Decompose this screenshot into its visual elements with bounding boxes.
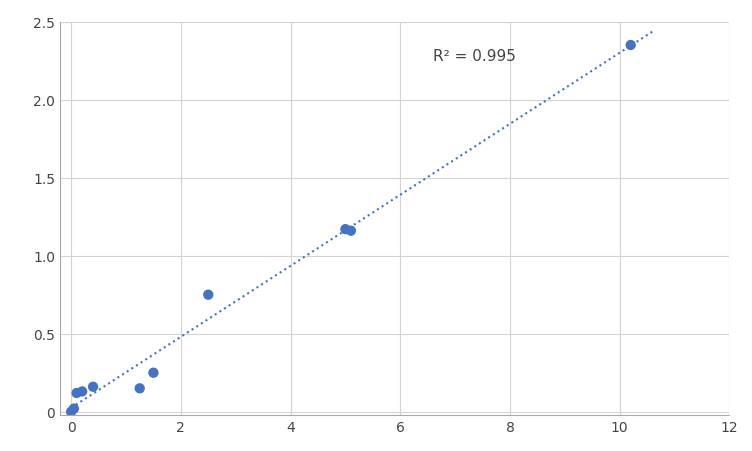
Point <box>71 390 83 397</box>
Point <box>345 228 357 235</box>
Point <box>87 383 99 391</box>
Point <box>134 385 146 392</box>
Text: R² = 0.995: R² = 0.995 <box>433 49 516 64</box>
Point <box>76 388 88 395</box>
Point <box>147 369 159 377</box>
Point <box>202 291 214 299</box>
Point <box>65 408 77 415</box>
Point <box>68 405 80 412</box>
Point <box>625 42 637 50</box>
Point <box>339 226 351 233</box>
